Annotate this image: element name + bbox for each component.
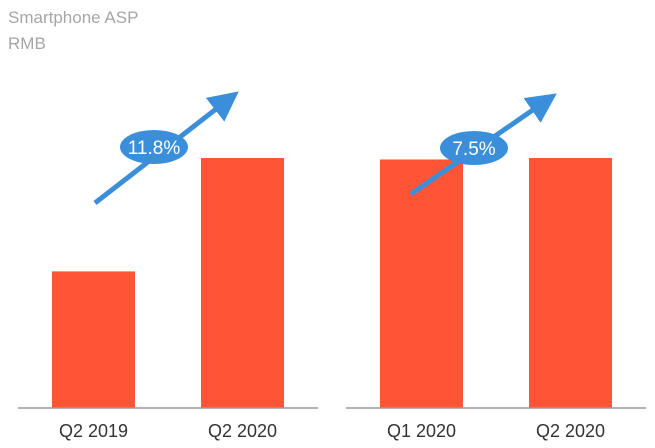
growth-badge [120,130,188,164]
x-tick-label: Q2 2020 [536,421,605,441]
chart-unit-label: RMB [8,34,46,53]
x-tick-label: Q2 2019 [59,421,128,441]
chart-title: Smartphone ASP [8,8,139,27]
growth-label: 7.5% [452,139,495,160]
growth-badge [440,131,508,165]
bar-q2-2020 [201,158,284,408]
bar-q2-2019 [52,271,135,408]
growth-label: 11.8% [128,138,181,159]
x-tick-label: Q2 2020 [208,421,277,441]
bar-q2-2020 [529,158,612,408]
x-tick-label: Q1 2020 [387,421,456,441]
bar-q1-2020 [380,159,463,408]
